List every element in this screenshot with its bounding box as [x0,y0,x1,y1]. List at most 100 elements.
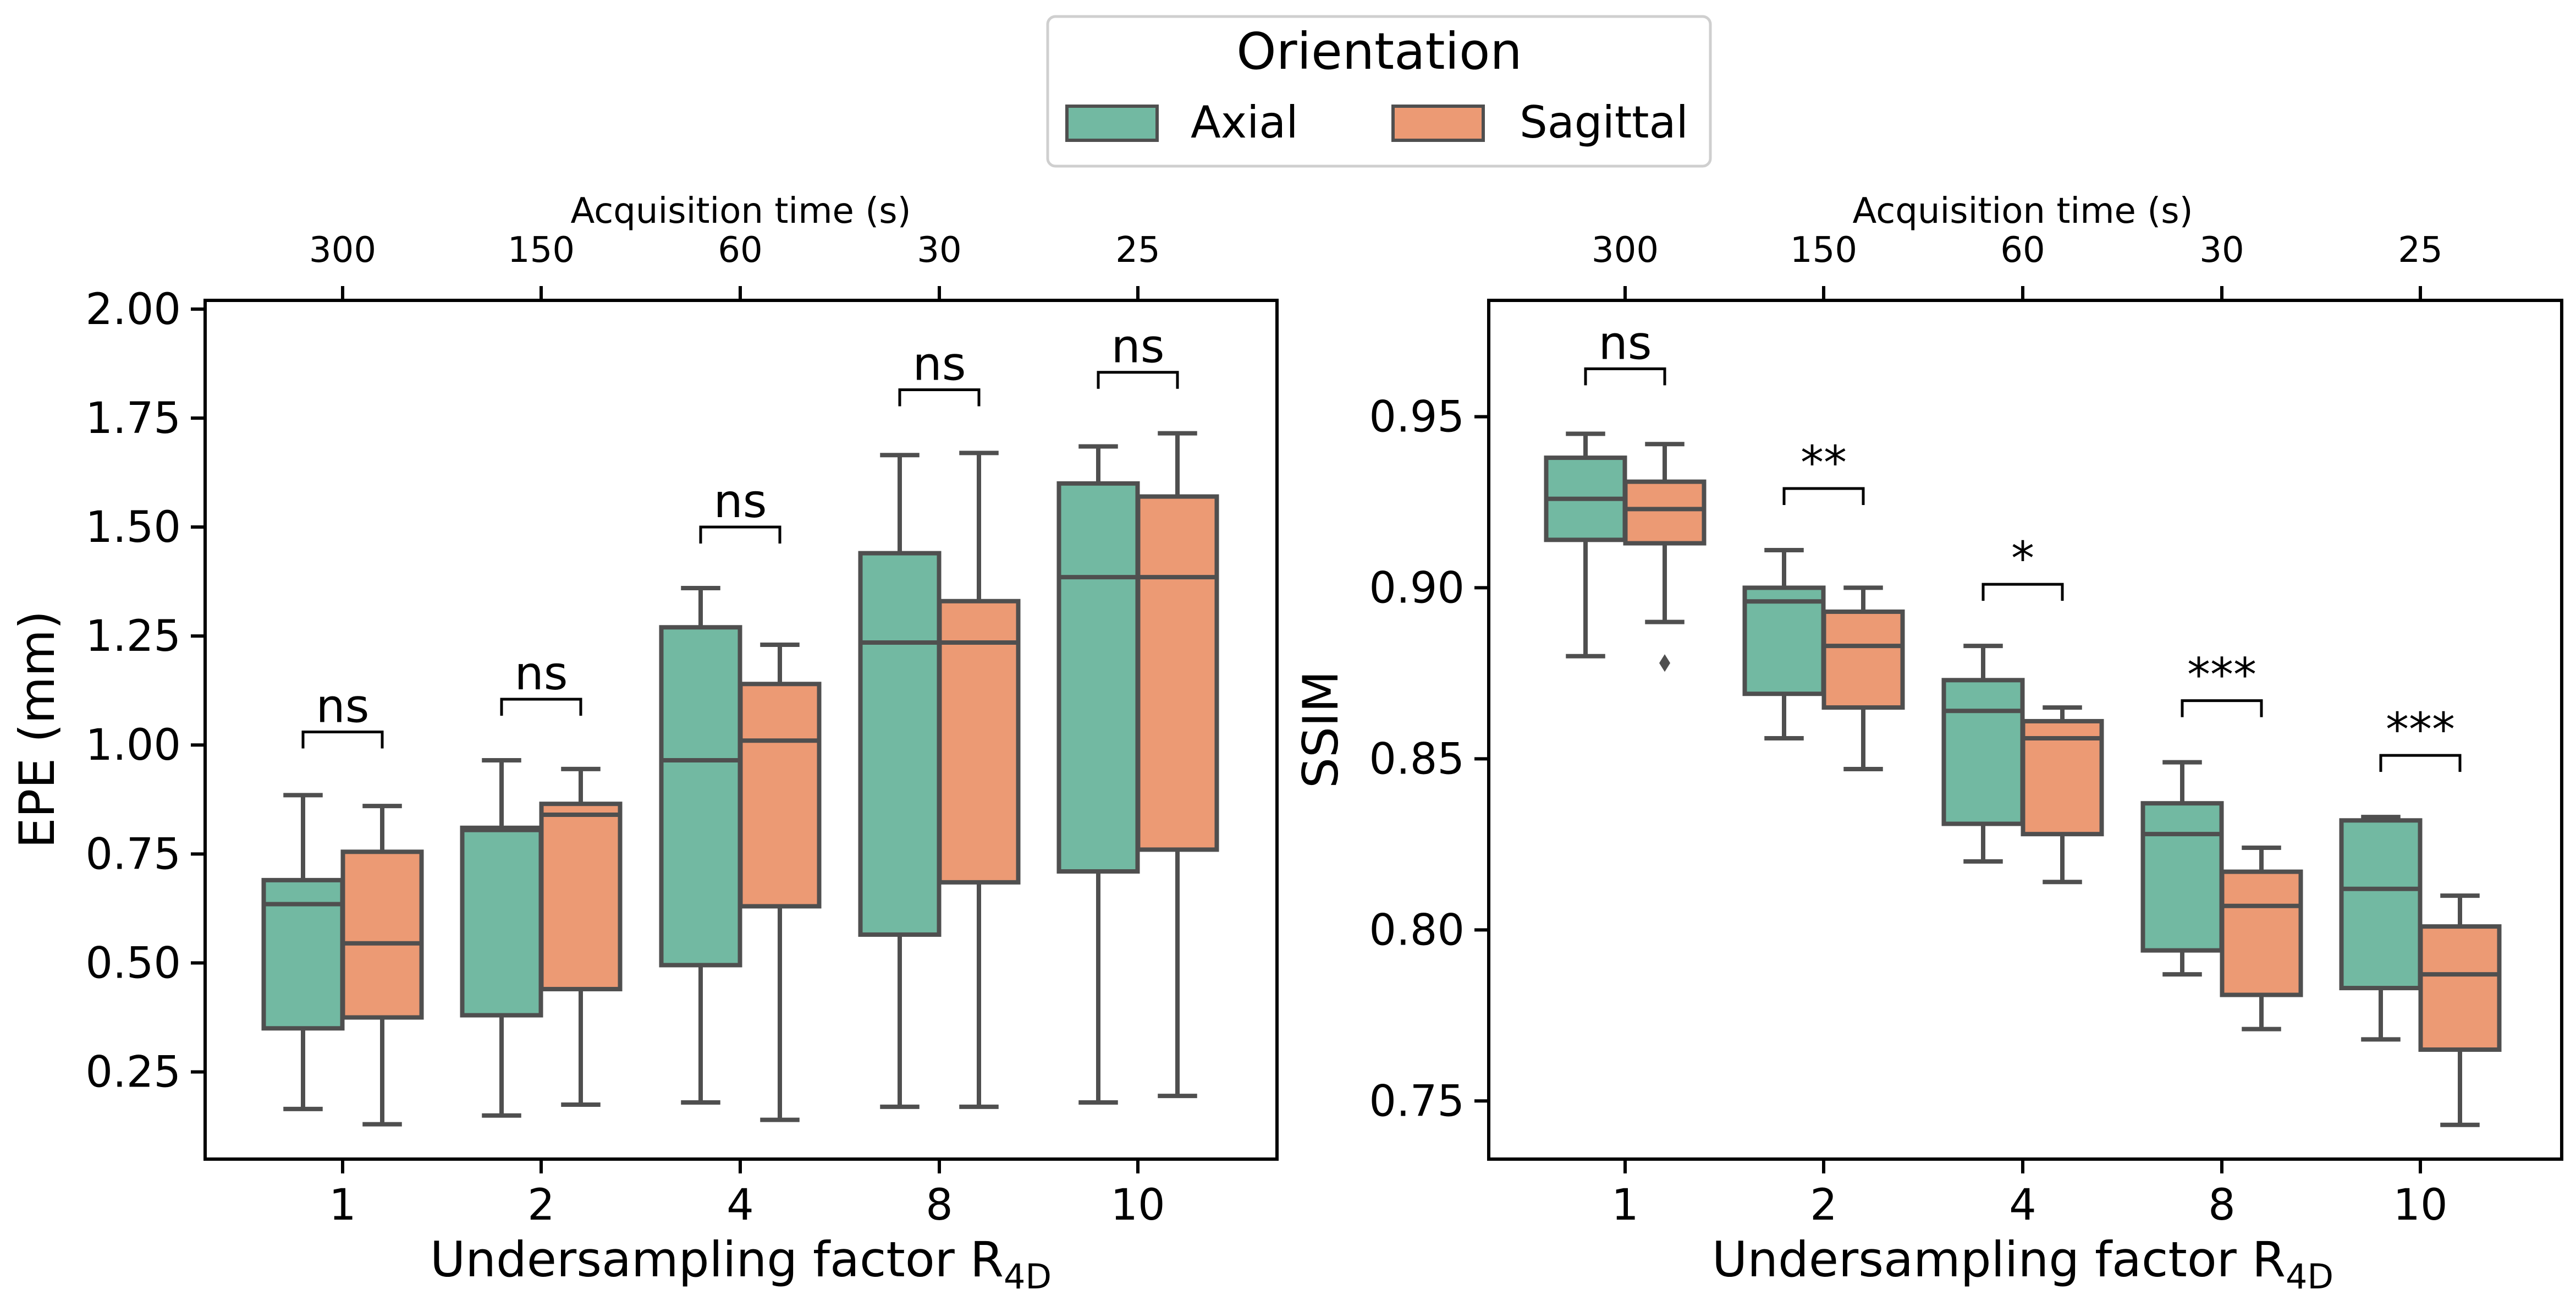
ssim-box-sagittal [1623,442,1707,672]
epe-significance-bracket [500,698,582,716]
epe-top-tick-label: 150 [508,230,575,271]
box-body [2339,818,2423,991]
epe-significance-label: ns [912,337,966,391]
ssim-x-axis-label-main: Undersampling factor R [1712,1231,2286,1288]
box-body [1821,609,1905,710]
epe-box-axial [858,453,942,1109]
box-body [460,825,543,1018]
box-body [1136,494,1219,852]
ssim-significance-label: *** [2187,648,2256,702]
epe-significance-bracket [898,388,981,407]
ssim-top-tick-label: 30 [2199,230,2244,271]
epe-top-tick-label: 300 [309,230,376,271]
epe-box-axial [1056,444,1140,1105]
epe-x-tick-label: 10 [1110,1181,1165,1230]
box-body [1623,479,1707,546]
epe-top-tick-label: 60 [718,230,762,271]
ssim-x-tick-label: 4 [2009,1181,2036,1230]
epe-significance-label: ns [316,679,369,733]
ssim-y-tick-label: 0.80 [1369,906,1465,955]
epe-y-axis: 0.25 0.50 0.75 1.00 1.25 1.50 1.75 2.00 [85,285,205,1098]
epe-y-tick-label: 2.00 [85,285,181,334]
box-body [539,802,623,991]
box-body [2220,869,2303,997]
epe-panel: 0.250.500.751.001.251.501.752.00 1 2 4 8 10 … [9,191,1279,1297]
ssim-box-axial [1941,644,2025,864]
ssim-box-sagittal [2418,893,2502,1127]
ssim-y-tick-label: 0.75 [1369,1077,1465,1126]
epe-y-tick-label: 0.75 [85,830,181,879]
ssim-y-tick-label: 0.95 [1369,392,1465,442]
ssim-significance-bracket [2379,754,2462,772]
ssim-significance-bracket [1584,367,1666,386]
legend: Orientation Axial Sagittal [1046,15,1712,168]
ssim-significance: ns********* [1584,316,2462,772]
epe-y-tick-label: 1.25 [85,612,181,661]
epe-x-tick-label: 8 [926,1181,953,1230]
ssim-significance-bracket [1981,583,2064,601]
ssim-significance-label: ns [1598,316,1652,370]
epe-top-axis: 300 150 60 30 25 [309,230,1160,300]
epe-top-tick-label: 25 [1115,230,1160,271]
epe-x-tick-label: 1 [329,1181,356,1230]
epe-significance-bracket [699,525,781,544]
epe-significance-bracket [1097,371,1179,389]
legend-swatch-sagittal [1391,105,1485,142]
legend-frame [1046,15,1712,168]
ssim-box-axial [2339,815,2423,1042]
ssim-top-tick-label: 150 [1790,230,1857,271]
ssim-significance-label: *** [2386,703,2455,756]
ssim-box-axial [2140,760,2224,977]
epe-x-axis-label-sub: 4D [1004,1256,1052,1297]
epe-x-tick-label: 2 [527,1181,555,1230]
epe-top-axis-label: Acquisition time (s) [570,191,911,232]
ssim-top-tick-label: 300 [1592,230,1659,271]
epe-significance-label: ns [514,646,568,700]
ssim-boxes [1544,431,2502,1127]
ssim-box-axial [1544,431,1627,659]
box-body [2418,924,2502,1052]
legend-label-axial: Axial [1191,97,1298,148]
ssim-top-tick-label: 25 [2398,230,2442,271]
epe-x-axis: 1 2 4 8 10 [329,1159,1165,1230]
ssim-significance-label: * [2011,531,2034,585]
box-body [858,551,942,937]
epe-x-axis-label: Undersampling factor R4D [430,1231,1052,1297]
legend-title: Orientation [1236,22,1522,81]
box-body [659,625,742,968]
ssim-box-sagittal [2220,846,2303,1031]
epe-y-tick-label: 0.25 [85,1048,181,1098]
ssim-box-sagittal [2021,705,2104,885]
ssim-x-axis-label-sub: 4D [2286,1256,2333,1297]
epe-box-axial [659,585,742,1105]
ssim-top-axis-label: Acquisition time (s) [1852,191,2193,232]
epe-top-tick-label: 30 [917,230,961,271]
epe-significance-label: ns [713,474,767,528]
box-body [1056,481,1140,874]
ssim-x-axis: 1 2 4 8 10 [1611,1159,2448,1230]
box-body [1941,678,2025,826]
box-body [937,599,1021,885]
ssim-plot-frame [1487,299,2563,1161]
box-body [340,849,424,1020]
epe-box-sagittal [738,642,822,1122]
epe-box-sagittal [539,766,623,1107]
ssim-x-tick-label: 8 [2208,1181,2236,1230]
epe-significance-label: ns [1111,320,1164,374]
epe-y-tick-label: 1.75 [85,394,181,443]
ssim-x-tick-label: 10 [2393,1181,2447,1230]
ssim-top-tick-label: 60 [2000,230,2045,271]
box-body [1742,585,1826,696]
ssim-top-axis: 300 150 60 30 25 [1592,230,2443,300]
ssim-x-tick-label: 2 [1810,1181,1837,1230]
epe-plot-frame [203,299,1279,1161]
epe-significance-bracket [301,730,384,749]
ssim-y-tick-label: 0.85 [1369,734,1465,784]
outlier-point [1659,654,1670,672]
ssim-significance-bracket [2181,699,2263,717]
box-body [2140,801,2224,953]
ssim-y-axis-label: SSIM [1292,671,1349,788]
box-body [738,682,822,909]
epe-x-axis-label-main: Undersampling factor R [430,1231,1004,1288]
